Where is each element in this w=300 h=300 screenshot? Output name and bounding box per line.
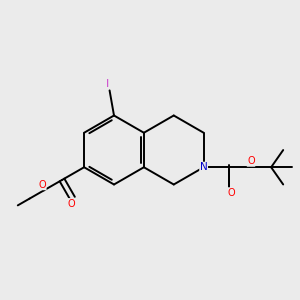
Text: O: O — [67, 199, 75, 208]
Text: O: O — [247, 156, 255, 166]
Text: O: O — [38, 180, 46, 190]
Text: N: N — [200, 162, 208, 172]
Text: I: I — [106, 79, 109, 89]
Text: O: O — [228, 188, 235, 198]
